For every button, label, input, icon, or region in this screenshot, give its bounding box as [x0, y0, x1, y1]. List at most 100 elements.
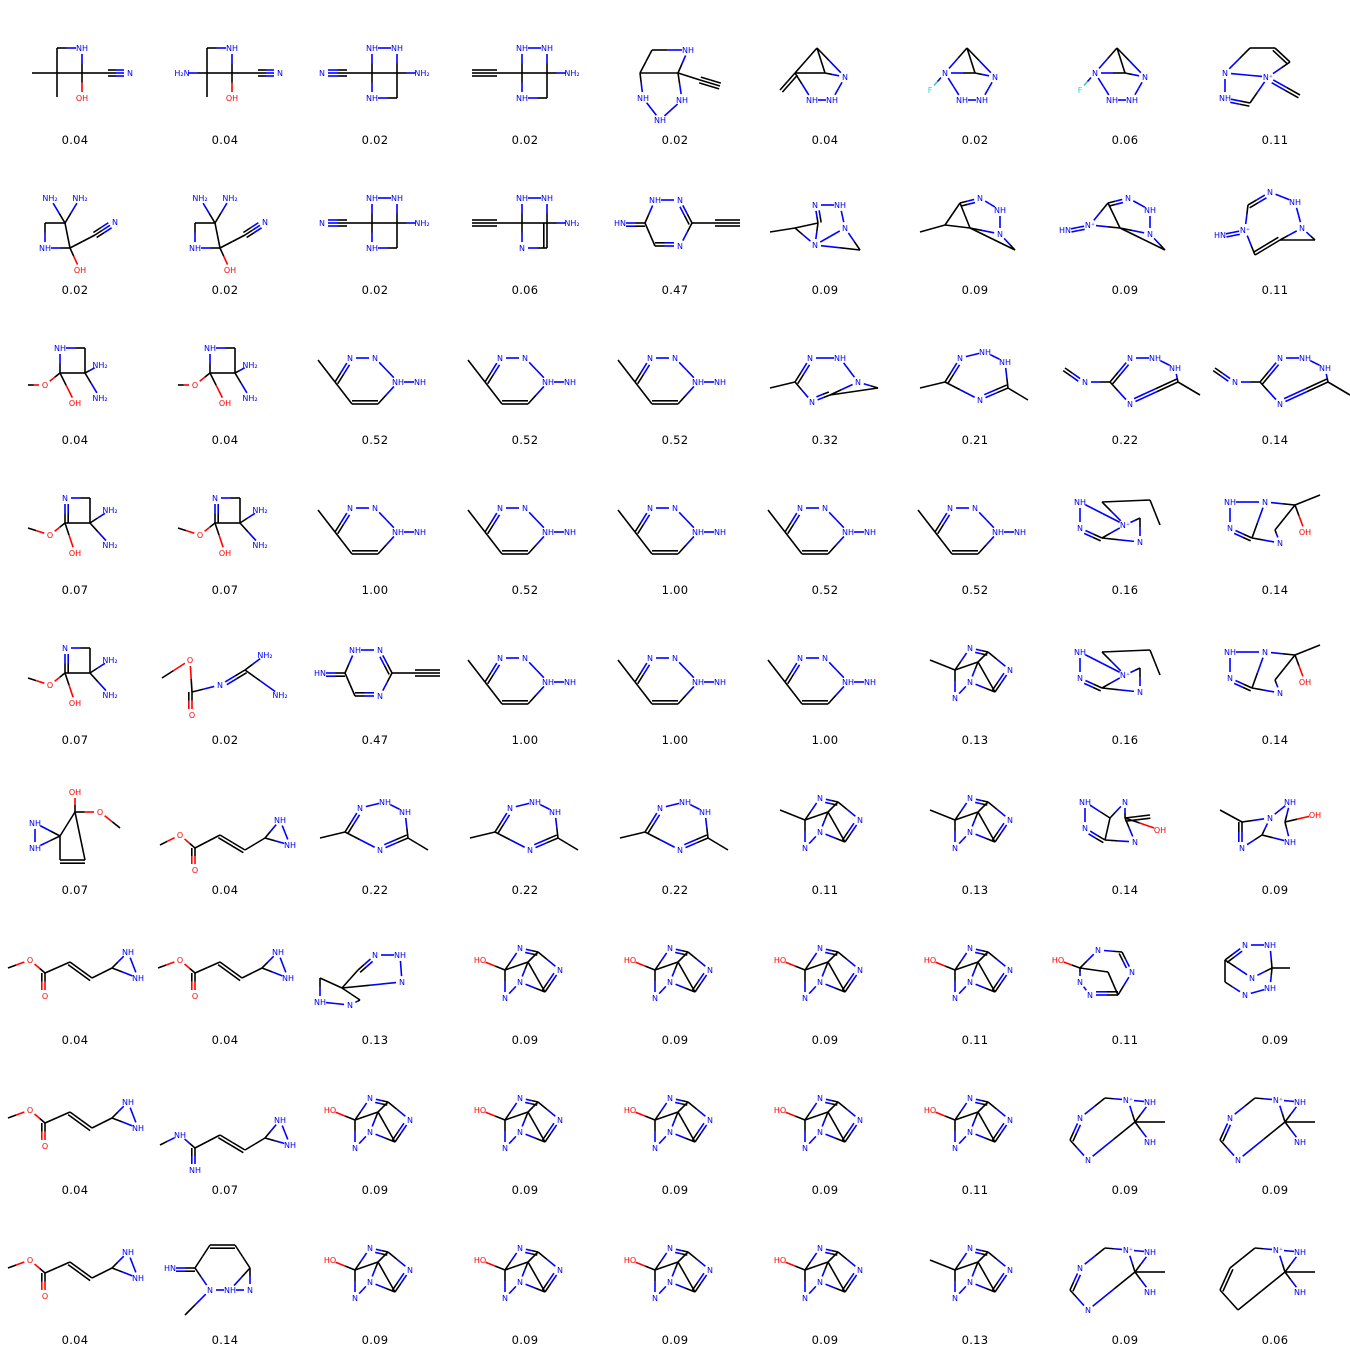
bond-line [1242, 536, 1252, 542]
bond-line [834, 1137, 846, 1143]
molecule-cell: HO N N N N 0.09 [300, 1200, 450, 1350]
atom-label: O [47, 681, 53, 690]
bond-line [54, 676, 61, 682]
molecule-cell: HO N N N N 0.09 [600, 1050, 750, 1200]
bond-line [685, 842, 698, 849]
bond-line [34, 1263, 41, 1270]
molecule-cell: HO N N N N 0.09 [450, 900, 600, 1050]
atom-label: OH [69, 399, 81, 408]
atom-label: O [177, 831, 183, 840]
molecule-cell: N NH NH N 0.22 [300, 750, 450, 900]
bond-line [1086, 76, 1092, 83]
atom-label: NH₂ [102, 541, 117, 550]
molecule-cell: N NH N⁺ 0.11 [1200, 0, 1350, 150]
bond-line [649, 234, 656, 247]
bond-line [784, 522, 792, 533]
atom-label: N [967, 1244, 973, 1253]
bond-line [929, 809, 943, 816]
atom-label: NH [842, 528, 854, 537]
bond-line [997, 822, 1005, 833]
similarity-score: 0.52 [511, 433, 539, 447]
bond-line [544, 806, 550, 811]
bond-line [1274, 809, 1281, 815]
atom-label: N [1142, 73, 1148, 82]
bond-line [1252, 818, 1265, 822]
bond-line [91, 1272, 103, 1279]
bond-line [386, 672, 393, 683]
bond-line [790, 662, 798, 673]
bond-line [847, 972, 855, 983]
atom-label: NH [956, 96, 968, 105]
bond-line [1271, 82, 1286, 91]
bond-line [975, 983, 986, 989]
bond-line [1109, 371, 1119, 383]
atom-label: NH [834, 354, 846, 363]
bond-line [769, 384, 783, 389]
bond-line [250, 222, 259, 229]
bond-line [996, 1108, 1006, 1117]
bond-line [173, 662, 186, 672]
atom-label: N [1085, 1156, 1091, 1165]
atom-label: N [992, 73, 998, 82]
molecule-cell: N NH N N NH 0.09 [1200, 900, 1350, 1050]
atom-label: N [1082, 824, 1088, 833]
bond-line [989, 203, 996, 208]
bond-line [1295, 207, 1300, 216]
bond-line [68, 534, 74, 548]
atom-label: HO [474, 1106, 486, 1115]
bond-line [531, 952, 538, 956]
atom-label: H₂N [174, 69, 189, 78]
bond-line [524, 961, 529, 970]
bond-line [654, 1115, 667, 1121]
bond-line [1122, 976, 1130, 987]
bond-line [674, 961, 679, 970]
molecule-cell: N NH NH N 0.22 [600, 750, 750, 900]
atom-label: N [677, 196, 683, 205]
atom-label: N [367, 1278, 373, 1287]
bond-line [1129, 1255, 1134, 1265]
molecule-cell: N NH N NH N 0.13 [300, 900, 450, 1050]
bond-line [259, 680, 276, 693]
molecule-cell: N NH NH NH NH₂ 0.02 [300, 0, 450, 150]
bond-line [1101, 537, 1119, 541]
bond-line [1284, 89, 1299, 99]
atom-label: NH₂ [564, 69, 579, 78]
atom-label: N [347, 1001, 353, 1010]
bond-line [835, 535, 845, 546]
bond-line [1140, 1256, 1148, 1265]
similarity-score: 0.04 [811, 133, 839, 147]
bond-line [1250, 990, 1258, 995]
bond-line [1102, 512, 1121, 523]
bond-line [387, 1251, 398, 1260]
bond-line [1270, 501, 1284, 505]
bond-line [487, 673, 495, 685]
atom-label: N [1232, 378, 1238, 387]
bond-line [1095, 837, 1104, 844]
bond-line [1134, 1263, 1142, 1273]
bond-line [527, 1106, 534, 1113]
similarity-score: 0.09 [361, 1183, 389, 1197]
bond-line [522, 802, 530, 806]
bond-line [524, 1261, 529, 1270]
bond-line [244, 1143, 256, 1151]
bond-line [1242, 1138, 1265, 1157]
bond-line [997, 1122, 1005, 1133]
bond-line [385, 1276, 396, 1293]
bond-line [319, 977, 332, 984]
atom-label: N [957, 354, 963, 363]
atom-label: NH [542, 378, 554, 387]
bond-line [207, 961, 221, 969]
bond-line [847, 822, 855, 833]
bond-line [1084, 988, 1087, 991]
bond-line [1121, 951, 1127, 960]
atom-label: N [1007, 1266, 1013, 1275]
bond-line [74, 811, 81, 837]
bond-line [1257, 197, 1267, 204]
bond-line [1093, 969, 1109, 973]
